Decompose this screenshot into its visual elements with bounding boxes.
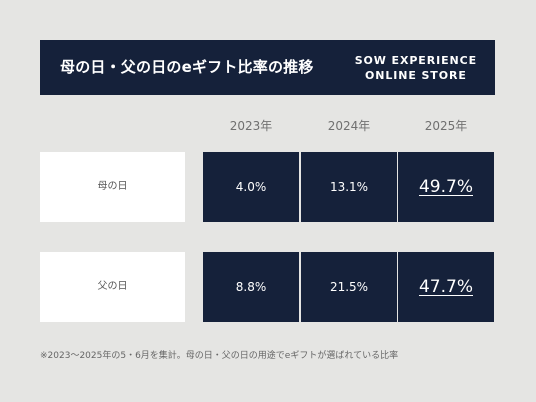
cell-mothers-day-2025-value: 49.7% [418, 177, 473, 197]
cell-mothers-day-2023: 4.0% [203, 152, 299, 222]
cell-mothers-day-2024: 13.1% [301, 152, 397, 222]
title-banner: 母の日・父の日のeギフト比率の推移 SOW EXPERIENCE ONLINE … [40, 40, 495, 95]
cell-fathers-day-2023: 8.8% [203, 252, 299, 322]
chart-title: 母の日・父の日のeギフト比率の推移 [60, 58, 314, 76]
row-label-mothers-day: 母の日 [40, 152, 185, 222]
brand-line-1: SOW EXPERIENCE [354, 54, 477, 67]
brand-line-2: ONLINE STORE [364, 69, 467, 82]
column-header-2025: 2025年 [424, 119, 468, 133]
footnote: ※2023〜2025年の5・6月を集計。母の日・父の日の用途でeギフトが選ばれて… [40, 351, 399, 361]
brand-logo-text: SOW EXPERIENCE ONLINE STORE [355, 53, 477, 83]
cell-mothers-day-2025: 49.7% [398, 152, 494, 222]
row-label-fathers-day: 父の日 [40, 252, 185, 322]
column-header-2024: 2024年 [327, 119, 371, 133]
cell-fathers-day-2025: 47.7% [398, 252, 494, 322]
column-header-2023: 2023年 [229, 119, 273, 133]
cell-fathers-day-2024: 21.5% [301, 252, 397, 322]
cell-fathers-day-2025-value: 47.7% [418, 277, 473, 297]
